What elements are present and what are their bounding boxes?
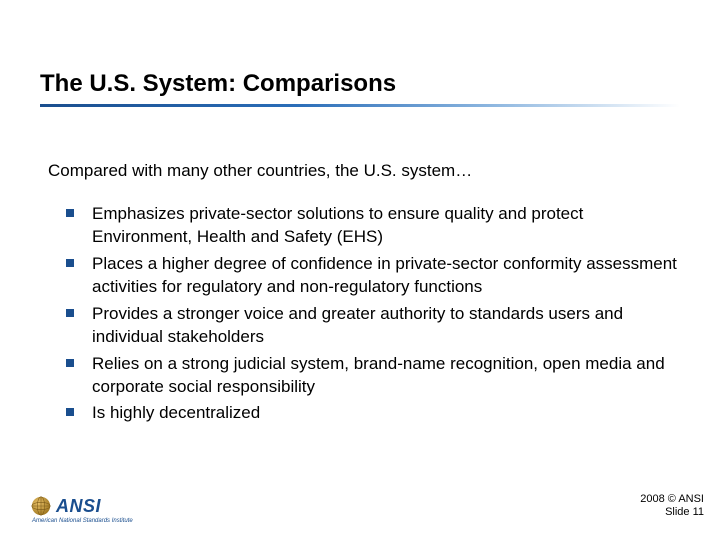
intro-text: Compared with many other countries, the …: [48, 160, 680, 183]
bullet-text: Relies on a strong judicial system, bran…: [92, 354, 665, 396]
list-item: Relies on a strong judicial system, bran…: [66, 353, 680, 399]
square-bullet-icon: [66, 309, 74, 317]
body-area: Compared with many other countries, the …: [48, 160, 680, 429]
slide-number: Slide 11: [640, 506, 704, 520]
bullet-text: Is highly decentralized: [92, 403, 260, 422]
square-bullet-icon: [66, 359, 74, 367]
slide-title: The U.S. System: Comparisons: [40, 70, 680, 98]
logo-subtext: American National Standards Institute: [32, 518, 133, 524]
list-item: Provides a stronger voice and greater au…: [66, 303, 680, 349]
square-bullet-icon: [66, 209, 74, 217]
footer-right: 2008 © ANSI Slide 11: [640, 493, 704, 521]
list-item: Emphasizes private-sector solutions to e…: [66, 203, 680, 249]
logo-row: ANSI: [30, 495, 101, 517]
footer: ANSI American National Standards Institu…: [30, 478, 704, 528]
globe-icon: [30, 495, 52, 517]
title-underline: [40, 104, 680, 107]
bullet-text: Provides a stronger voice and greater au…: [92, 304, 623, 346]
copyright-text: 2008 © ANSI: [640, 493, 704, 507]
logo-text: ANSI: [56, 496, 101, 517]
list-item: Is highly decentralized: [66, 402, 680, 425]
bullet-text: Emphasizes private-sector solutions to e…: [92, 204, 583, 246]
list-item: Places a higher degree of confidence in …: [66, 253, 680, 299]
ansi-logo: ANSI American National Standards Institu…: [30, 495, 133, 524]
bullet-text: Places a higher degree of confidence in …: [92, 254, 677, 296]
title-area: The U.S. System: Comparisons: [40, 70, 680, 107]
bullet-list: Emphasizes private-sector solutions to e…: [48, 203, 680, 425]
slide: The U.S. System: Comparisons Compared wi…: [0, 0, 720, 540]
square-bullet-icon: [66, 408, 74, 416]
square-bullet-icon: [66, 259, 74, 267]
